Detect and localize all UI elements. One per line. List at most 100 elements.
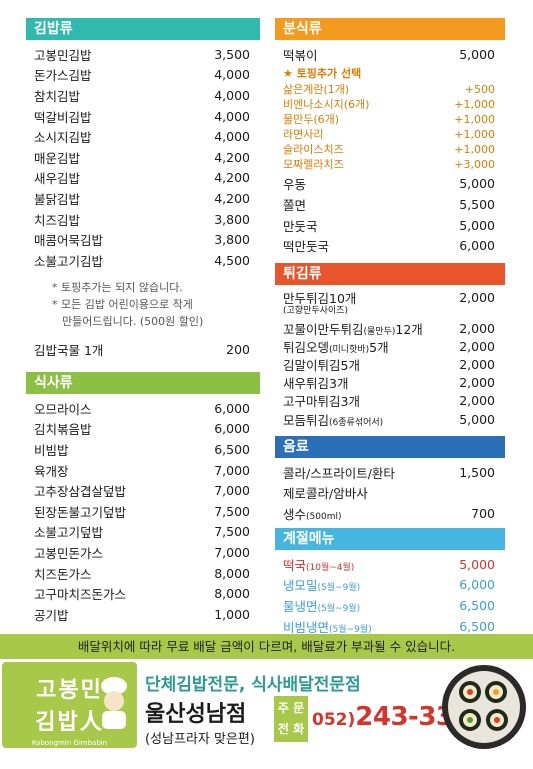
snack-item-name: 쫄면 [283, 197, 307, 213]
drink-item-row: 콜라/스프라이트/환타 1,500 [275, 462, 505, 483]
delivery-notice-banner: 배달위치에 따라 무료 배달 금액이 다르며, 배달료가 부과될 수 있습니다. [0, 634, 533, 659]
drink-item-name: 콜라/스프라이트/환타 [283, 465, 395, 481]
gimbap-item-name: 소시지김밥 [34, 130, 92, 146]
gimbap-item-price: 4,200 [214, 149, 250, 165]
drink-item-name-note: (500ml) [306, 511, 342, 522]
topping-item-name: 비엔나소시지(6개) [283, 97, 370, 111]
topping-item-price: +3,000 [454, 157, 495, 171]
seasonal-header: 계절메뉴 [275, 528, 505, 550]
gimbap-item-price: 4,200 [214, 190, 250, 206]
gimbap-item-row: 매콤어묵김밥 3,800 [26, 229, 260, 250]
meal-item-row: 비빔밥 6,500 [26, 439, 260, 460]
meal-item-row: 고추장삼겹살덮밥 7,000 [26, 480, 260, 501]
seasonal-item-row: 떡국(10월~4월) 5,000 [275, 554, 505, 575]
seasonal-item-price: 6,500 [459, 618, 495, 634]
snack-item-row: 쫄면 5,500 [275, 194, 505, 215]
tagline: 단체김밥전문, 식사배달전문점 [145, 675, 361, 695]
meal-item-row: 고봉민돈가스 7,000 [26, 542, 260, 563]
snack-item-price: 5,000 [459, 46, 495, 62]
fried-first-name: 만두튀김10개 [283, 290, 357, 306]
meal-item-name: 고구마치즈돈가스 [34, 587, 127, 603]
topping-item-row: 물만두(6개) +1,000 [275, 112, 505, 127]
gimbap-item-name: 소불고기김밥 [34, 253, 104, 269]
meal-item-price: 6,000 [214, 400, 250, 416]
gimbap-item-price: 4,000 [214, 67, 250, 83]
meal-item-name: 된장돈불고기덮밥 [34, 504, 127, 520]
meal-item-row: 공기밥 1,000 [26, 604, 260, 625]
topping-item-name: 라면사리 [283, 127, 324, 141]
topping-item-name: 슬라이스치즈 [283, 142, 344, 156]
fried-list: 꼬물이만두튀김(물만두)12개 2,000 튀김오뎅(미니핫바)5개 2,000 김말이… [275, 319, 505, 428]
meal-item-name: 고봉민돈가스 [34, 545, 104, 561]
seasonal-list: 떡국(10월~4월) 5,000 냉모밀(5월~9월) 6,000 물냉면(5월~9월)… [275, 554, 505, 636]
fried-item-name: 튀김오뎅(미니핫바)5개 [283, 339, 389, 355]
drink-item-name: 생수(500ml) [283, 506, 342, 522]
snack-item-row: 만둣국 5,000 [275, 215, 505, 236]
topping-item-price: +1,000 [454, 142, 495, 156]
gimbap-item-name: 돈가스김밥 [34, 68, 92, 84]
meal-item-price: 6,000 [214, 421, 250, 437]
fried-first-price: 2,000 [459, 289, 495, 305]
gimbap-item-price: 3,800 [214, 211, 250, 227]
fried-item-name-note: (6종류섞어서) [329, 417, 384, 428]
meal-item-row: 육개장 7,000 [26, 460, 260, 481]
meal-item-price: 6,500 [214, 441, 250, 457]
topping-item-price: +500 [464, 82, 495, 96]
meal-item-name: 김치볶음밥 [34, 422, 92, 438]
order-phone-label: 주 문 전 화 [274, 696, 308, 742]
order-label-1: 주 문 [277, 701, 305, 715]
seasonal-item-name-note: (5월~9월) [329, 624, 372, 635]
seasonal-item-name-note: (5월~9월) [317, 583, 361, 594]
meal-item-name: 치즈돈가스 [34, 566, 92, 582]
gimbap-item-name: 떡갈비김밥 [34, 109, 92, 125]
fried-item-name: 고구마튀김3개 [283, 394, 360, 410]
snack-item-price: 5,000 [459, 176, 495, 192]
seasonal-item-name: 떡국(10월~4월) [283, 557, 355, 573]
gimbap-item-name: 매운김밥 [34, 150, 81, 166]
meal-item-row: 치즈돈가스 8,000 [26, 563, 260, 584]
phone-area: 052) [312, 710, 356, 730]
fried-item-row: 모듬튀김(6종류섞어서) 5,000 [275, 410, 505, 428]
fried-item-row: 꼬물이만두튀김(물만두)12개 2,000 [275, 319, 505, 337]
gimbap-soup-name: 김밥국물 1개 [34, 343, 104, 359]
meal-item-row: 오므라이스 6,000 [26, 398, 260, 419]
gimbap-notes: * 토핑추가는 되지 않습니다. * 모든 김밥 어린이용으로 작게 만들어드립니다… [26, 279, 260, 330]
store-name: 울산성남점 [145, 702, 247, 727]
drink-item-price: 1,500 [459, 464, 495, 480]
order-label-2: 전 화 [277, 722, 305, 736]
meals-list: 오므라이스 6,000 김치볶음밥 6,000 비빔밥 6,500 육개장 7,000 고추장삼… [26, 398, 260, 625]
fried-item-row: 새우튀김3개 2,000 [275, 374, 505, 392]
meal-item-price: 7,000 [214, 544, 250, 560]
seasonal-item-price: 5,000 [459, 556, 495, 572]
snack-item-row: 떡만둣국 6,000 [275, 235, 505, 256]
left-column: 김밥류 고봉민김밥 3,500 돈가스김밥 4,000 참치김밥 4,000 떡갈비김밥 4,… [26, 18, 260, 623]
seasonal-item-price: 6,000 [459, 577, 495, 593]
chef-mascot-icon [101, 677, 127, 729]
seasonal-item-row: 냉모밀(5월~9월) 6,000 [275, 575, 505, 596]
fried-item-row: 고구마튀김3개 2,000 [275, 392, 505, 410]
gimbap-item-price: 3,500 [214, 46, 250, 62]
fried-item-price: 5,000 [459, 411, 495, 427]
fried-item-name: 김말이튀김5개 [283, 357, 360, 373]
gimbap-item-name: 참치김밥 [34, 88, 81, 104]
meal-item-name: 오므라이스 [34, 401, 92, 417]
gimbap-item-price: 4,000 [214, 87, 250, 103]
logo-line-2: 김밥人 [35, 710, 104, 735]
gimbap-item-name: 매콤어묵김밥 [34, 233, 104, 249]
gimbap-item-name: 새우김밥 [34, 171, 81, 187]
topping-list: 삶은계란(1개) +500 비엔나소시지(6개) +1,000 물만두(6개) +1,00… [275, 82, 505, 172]
topping-title: ★ 토핑추가 선택 [283, 66, 362, 80]
topping-item-price: +1,000 [454, 127, 495, 141]
snacks-list-2: 우동 5,000 쫄면 5,500 만둣국 5,000 떡만둣국 6,000 [275, 174, 505, 256]
drink-item-price: 700 [471, 505, 495, 521]
gimbap-item-price: 3,800 [214, 232, 250, 248]
fried-item-price: 2,000 [459, 393, 495, 409]
store-footer: 고봉민 김밥人 Kobongmin Gimbabin 단체김밥전문, 식사배달전… [0, 662, 533, 769]
drinks-header: 음료 [275, 436, 505, 458]
drink-item-name: 제로콜라/암바사 [283, 486, 368, 502]
meal-item-row: 소불고기덮밥 7,500 [26, 522, 260, 543]
gimbap-item-row: 불닭김밥 4,200 [26, 188, 260, 209]
topping-item-row: 비엔나소시지(6개) +1,000 [275, 97, 505, 112]
meal-item-row: 된장돈불고기덮밥 7,500 [26, 501, 260, 522]
fried-item-price: 2,000 [459, 338, 495, 354]
